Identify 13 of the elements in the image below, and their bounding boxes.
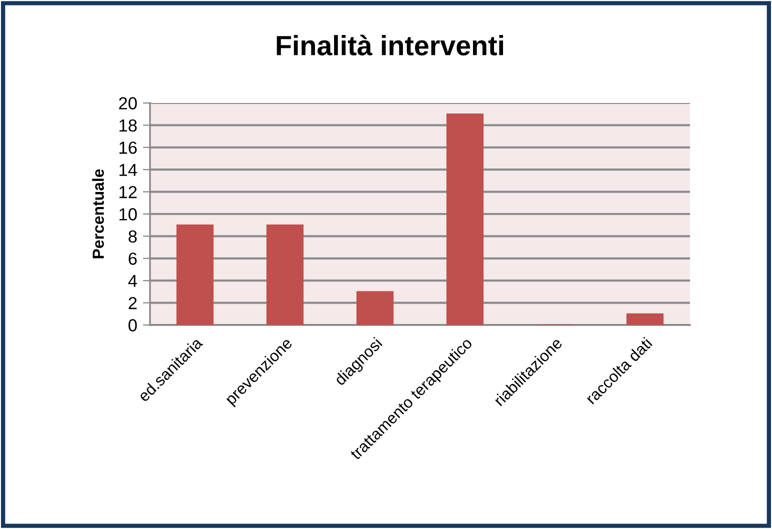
y-tick-label: 12 [120,186,137,198]
y-tick-label: 18 [120,119,137,132]
y-tick-label: 10 [120,208,137,220]
y-axis-title: Percentuale [92,169,104,258]
y-tick-label: 16 [120,142,137,154]
y-tick-label: 6 [128,252,137,265]
y-tick-label: 0 [128,319,137,332]
y-tick-label: 4 [128,274,137,287]
chart-title: Finalità interventi [276,34,504,56]
y-tick-label: 8 [128,230,137,243]
y-tick-label: 20 [119,97,137,110]
y-tick-label: 2 [128,296,137,310]
y-tick-label: 14 [120,164,137,176]
